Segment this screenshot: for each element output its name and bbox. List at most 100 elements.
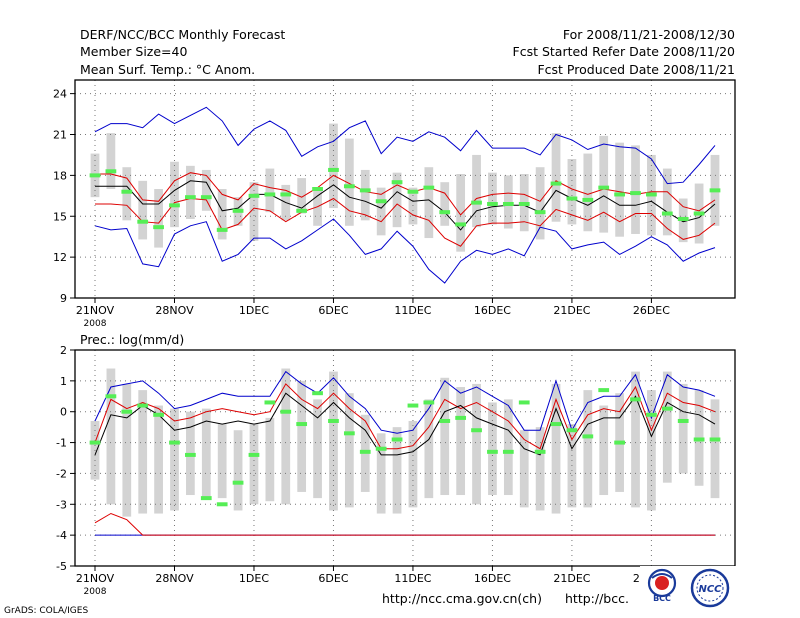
prec-xtick-label: 16DEC [474, 572, 511, 585]
temp-frame [74, 79, 736, 299]
prec-median-mark [566, 428, 578, 433]
temp-median-mark [423, 185, 435, 190]
prec-median-mark [232, 480, 244, 485]
prec-median-mark [375, 446, 387, 451]
bcc-logo-text: BCC [653, 594, 671, 603]
temp-box [535, 167, 545, 240]
temp-median-mark [296, 208, 308, 213]
temp-median-mark [502, 201, 514, 206]
prec-median-mark [614, 440, 625, 445]
prec-box [170, 408, 179, 511]
prec-median-mark [153, 412, 164, 417]
prec-box [297, 380, 307, 492]
prec-box [408, 420, 418, 508]
prec-median-mark [598, 388, 610, 393]
temp-box [360, 169, 370, 221]
prec-ytick-label: 0 [60, 406, 67, 419]
temp-box [583, 153, 593, 232]
temp-median-mark [232, 208, 244, 213]
temp-box [376, 187, 386, 236]
prec-median-mark [200, 496, 212, 501]
bcc-logo-core [655, 576, 669, 590]
prec-median-mark [280, 409, 292, 414]
temp-median-mark [105, 169, 117, 174]
prec-box [599, 405, 609, 496]
temp-ytick-label: 15 [53, 210, 67, 223]
temp-min-line [94, 218, 716, 284]
prec-box [138, 390, 148, 514]
prec-median-mark [487, 449, 498, 454]
prec-box [456, 387, 466, 496]
prec-box [249, 424, 259, 505]
temp-box [488, 172, 497, 225]
temp-median-mark [661, 211, 673, 216]
temp-ytick-label: 18 [53, 169, 67, 182]
temp-median-mark [121, 189, 133, 194]
temp-box [138, 180, 148, 240]
fcst-started-date: Fcst Started Refer Date 2008/11/20 [513, 44, 736, 59]
chart-title: DERF/NCC/BCC Monthly Forecast [80, 27, 285, 42]
forecast-period: For 2008/11/21-2008/12/30 [563, 27, 735, 42]
fcst-produced-date: Fcst Produced Date 2008/11/21 [537, 62, 735, 77]
temp-median-mark [439, 210, 451, 215]
temp-box [122, 167, 132, 221]
ncc-logo-text: NCC [698, 584, 722, 595]
temp-median-mark [216, 227, 228, 232]
prec-median-mark [677, 418, 689, 423]
prec-ytick-label: -2 [56, 467, 67, 480]
temp-box [344, 138, 354, 226]
prec-median-mark [328, 418, 339, 423]
temp-box [424, 167, 434, 239]
prec-box [678, 383, 688, 474]
prec-box [344, 393, 354, 508]
temp-xtick-label: 11DEC [394, 304, 431, 317]
bcc-url-link[interactable]: http://bcc. [565, 591, 629, 606]
bcc-logo-arc [651, 573, 673, 579]
prec-box [583, 390, 593, 508]
prec-median-mark [534, 449, 546, 454]
prec-box [710, 399, 720, 499]
prec-box [551, 383, 561, 514]
temp-xtick-label: 21DEC [553, 304, 590, 317]
temp-ytick-label: 24 [53, 88, 67, 101]
prec-median-mark [709, 437, 721, 442]
temp-median-mark [614, 192, 625, 197]
prec-ytick-label: 2 [60, 344, 67, 357]
prec-box [519, 430, 529, 508]
temp-box [615, 142, 624, 237]
prec-median-mark [550, 422, 562, 427]
temp-mean-line [95, 180, 716, 231]
prec-box [472, 383, 481, 505]
temp-box [217, 189, 227, 240]
member-size: Member Size=40 [80, 44, 187, 59]
ncc-url-link[interactable]: http://ncc.cma.gov.cn(ch) [382, 591, 542, 606]
prec-ytick-label: -3 [56, 498, 67, 511]
temp-median-mark [455, 222, 467, 227]
grads-credit: GrADS: COLA/IGES [4, 606, 88, 616]
prec-box [503, 399, 513, 496]
temp-median-mark [677, 216, 689, 221]
temp-median-mark [391, 180, 403, 185]
prec-box [392, 427, 402, 514]
temp-median-mark [471, 200, 482, 205]
temp-median-mark [169, 203, 180, 208]
prec-ytick-label: 1 [60, 375, 67, 388]
temp-median-mark [248, 193, 260, 198]
prec-median-mark [407, 403, 419, 408]
prec-max-line [94, 370, 716, 434]
prec-box [424, 399, 434, 499]
temp-median-mark [137, 219, 149, 224]
prec-median-mark [137, 403, 149, 408]
prec-xtick-label: 6DEC [318, 572, 348, 585]
prec-box [535, 427, 545, 511]
ncc-logo-inner-ring [696, 574, 724, 602]
prec-median-mark [169, 440, 180, 445]
prec-mean-line [94, 392, 716, 456]
temp-xtick-label: 26DEC [633, 304, 670, 317]
temp-box [408, 187, 418, 225]
temp-box [249, 182, 259, 241]
prec-median-mark [264, 400, 276, 405]
temp-box [599, 135, 609, 233]
temp-box [170, 161, 179, 228]
